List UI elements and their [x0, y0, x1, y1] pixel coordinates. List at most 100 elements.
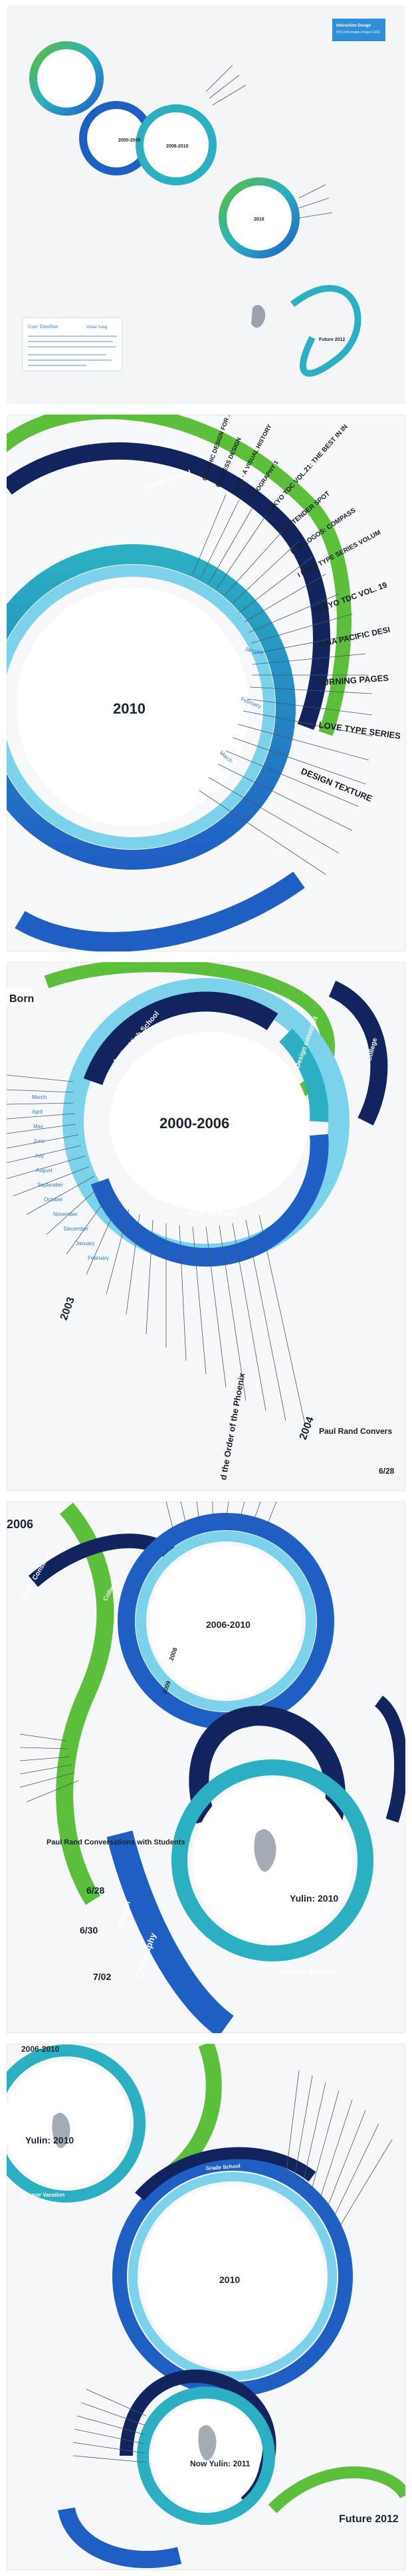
title-box-subtitle: Vivian Yang [86, 326, 107, 330]
year-2006-2010: 2006-2010 [206, 1619, 251, 1630]
detail-2006-2010-diagram: 2006 2006-2010 2008 2009 Yulin: 2010 Des… [7, 1502, 405, 2033]
band-2010-inner [128, 2172, 337, 2381]
band-2010-ring [7, 544, 296, 870]
month-september: September [37, 1182, 63, 1188]
detail-future-diagram: 2006-2010 Yulin: 2010 2010 Now Yulin: 20… [7, 2044, 405, 2569]
detail-2010-diagram: 2010 Grade School January February March… [7, 415, 402, 951]
entry-6-28: 6/28 [86, 1885, 104, 1896]
title-box-title: User Timeline [28, 324, 58, 330]
month-december: December [64, 1226, 88, 1232]
month-march: March [32, 1094, 47, 1100]
entry-7-02: 7/02 [93, 1971, 111, 1982]
month-june: June [33, 1138, 45, 1144]
year-2006-2010: 2006-2010 [21, 2044, 60, 2054]
band-born: Born [9, 993, 34, 1005]
band-lower [15, 871, 305, 951]
year-future-2012: Future 2012 [339, 2514, 399, 2525]
radial-ticks-2000-2006 [7, 1074, 306, 1428]
taiwan-map-icon-2010 [52, 2112, 70, 2149]
band-summer-loop [189, 1706, 346, 1866]
year-now-2011: Now Yulin: 2011 [190, 2459, 251, 2468]
band-label-poster: Poster [116, 1899, 132, 1928]
corner-label-line1: Interaction Design [336, 24, 371, 28]
entry-12: DESIGN TEXTURE [300, 766, 374, 804]
month-may: May [33, 1124, 43, 1130]
month-january: January [76, 1240, 94, 1246]
taiwan-map-icon [251, 304, 266, 328]
center-2010 [141, 2185, 324, 2368]
month-february: February [88, 1255, 109, 1261]
year-2004: 2004 [298, 1415, 316, 1441]
month-october: October [44, 1197, 63, 1203]
detail-future-panel: 2006-2010 Yulin: 2010 2010 Now Yulin: 20… [7, 2044, 405, 2570]
band-now-ring [137, 2387, 275, 2525]
loop-born [29, 41, 104, 116]
year-2010: 2010 [219, 2274, 240, 2285]
year-yulin-2010: Yulin: 2010 [25, 2135, 74, 2145]
entry-11: I LOVE TYPE SERIES [314, 719, 402, 741]
year-2000-2006: 2000-2006 [159, 1115, 229, 1132]
corner-label-line2: NYU Information Project 2011 [336, 31, 380, 35]
radial-ticks-2010 [192, 494, 373, 875]
entry-phoenix: d the Order of the Phoenix [218, 1371, 247, 1480]
radial-ticks-2006-2010 [19, 1502, 277, 1803]
taiwan-map-icon-2011 [198, 2425, 217, 2461]
taiwan-map-icon [254, 1829, 276, 1872]
entry-6-30: 6/30 [80, 1925, 98, 1935]
overview-diagram: Interaction Design NYU Information Proje… [7, 5, 405, 404]
entry-6-28: 6/28 [379, 1466, 395, 1476]
band-junior-high [83, 991, 278, 1086]
band-design-construct [278, 1029, 329, 1122]
band-right-edge [374, 1696, 405, 1823]
band-lower-blue [58, 2507, 182, 2569]
overview-year-2010: 2010 [254, 217, 264, 222]
band-green-curve [56, 1502, 114, 1905]
loop-2010 [219, 177, 300, 258]
band-yulin-ring [7, 2044, 146, 2203]
title-box [22, 317, 123, 371]
month-april: April [32, 1109, 43, 1115]
band-green [7, 415, 352, 736]
center-2000-2006 [110, 1032, 309, 1211]
detail-2000-2006-panel: 2000-2006 Born Junior High School High S… [7, 962, 405, 1491]
band-grade-school [7, 442, 330, 730]
month-july: July [35, 1153, 44, 1159]
center-2006-2010 [150, 1545, 302, 1698]
band-label-high-school: High School [186, 1208, 237, 1218]
entry-paul-rand: Paul Rand Conversations with Students [47, 1838, 185, 1846]
entry-10: TURNING PAGES [317, 673, 389, 688]
born-tag [7, 989, 33, 1006]
band-label-summer-vacation: Summer Vacation [20, 2192, 64, 2198]
band-high-school [90, 1134, 329, 1267]
overview-panel: Interaction Design NYU Information Proje… [7, 5, 405, 404]
detail-2006-2010-panel: 2006 2006-2010 2008 2009 Yulin: 2010 Des… [7, 1502, 405, 2033]
loop-future [290, 285, 361, 377]
loop-2006-2010 [136, 104, 217, 185]
year-2010: 2010 [113, 700, 146, 717]
overview-ticks [205, 64, 333, 219]
overview-year-2000-2006: 2000-2006 [118, 138, 141, 143]
band-yulin-ring [171, 1759, 373, 1961]
year-yulin-2010: Yulin: 2010 [290, 1893, 338, 1904]
corner-label [332, 19, 385, 41]
overview-year-2006-2010: 2006-2010 [166, 144, 189, 149]
band-label-grade-school: Grade School [206, 2163, 241, 2171]
center-2010 [17, 587, 249, 827]
entry-paul-rand: Paul Rand Convers [319, 1427, 392, 1436]
band-2010-inner-ring [7, 565, 275, 849]
year-2006: 2006 [7, 1518, 33, 1531]
month-august: August [36, 1167, 53, 1173]
band-future-green [268, 2466, 405, 2514]
detail-2010-panel: 2010 Grade School January February March… [7, 415, 405, 951]
band-label-grade-school: Grade School [144, 468, 192, 491]
band-poster-typography [106, 1831, 235, 2033]
month-november: November [53, 1211, 78, 1217]
detail-2000-2006-diagram: 2000-2006 Born Junior High School High S… [7, 962, 395, 1481]
radial-ticks-future [72, 2070, 393, 2463]
overview-year-future: Future 2012 [319, 338, 345, 342]
band-label-summer-vacation: Summer Vacation [279, 1968, 335, 1975]
band-college [328, 981, 388, 1126]
band-2006-2010-inner [136, 1531, 316, 1712]
year-2003: 2003 [58, 1296, 77, 1322]
band-grade-school [135, 2147, 316, 2201]
